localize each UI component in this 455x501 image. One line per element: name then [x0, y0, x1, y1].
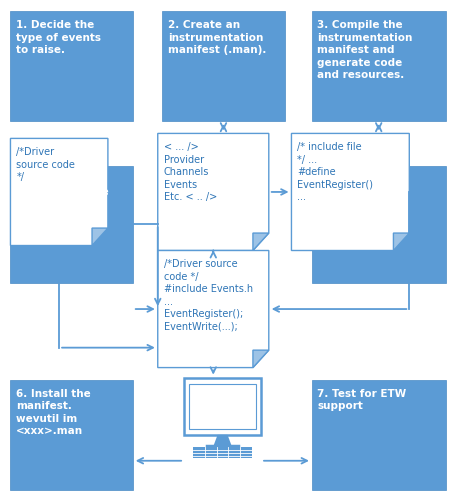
Polygon shape [291, 133, 409, 250]
FancyBboxPatch shape [311, 166, 445, 283]
Polygon shape [157, 133, 268, 250]
Polygon shape [253, 233, 268, 250]
FancyBboxPatch shape [184, 378, 261, 435]
Polygon shape [393, 233, 409, 250]
Polygon shape [213, 435, 231, 446]
Polygon shape [157, 250, 268, 368]
Text: 7. Test for ETW
support: 7. Test for ETW support [317, 389, 406, 411]
FancyBboxPatch shape [162, 12, 284, 121]
Polygon shape [253, 350, 268, 368]
Text: 3. Compile the
instrumentation
manifest and
generate code
and resources.: 3. Compile the instrumentation manifest … [317, 21, 412, 80]
FancyBboxPatch shape [189, 384, 255, 429]
Text: /*Driver source
code */
#include Events.h
...
EventRegister();
EventWrite(...);: /*Driver source code */ #include Events.… [163, 260, 252, 332]
Text: 4. Add the
generated code
to register,
unregister, and
write events.: 4. Add the generated code to register, u… [16, 175, 108, 234]
Text: /* include file
*/ ...
#define
EventRegister()
...: /* include file */ ... #define EventRegi… [297, 142, 373, 202]
FancyBboxPatch shape [311, 12, 445, 121]
Polygon shape [10, 138, 108, 245]
FancyBboxPatch shape [10, 166, 132, 283]
Text: 6. Install the
manifest.
wevutil im
<xxx>.man: 6. Install the manifest. wevutil im <xxx… [16, 389, 91, 436]
FancyBboxPatch shape [192, 447, 252, 458]
Text: 1. Decide the
type of events
to raise.: 1. Decide the type of events to raise. [16, 21, 101, 55]
Text: 5. Build and
install the
driver.: 5. Build and install the driver. [317, 175, 387, 209]
Polygon shape [92, 228, 108, 245]
FancyBboxPatch shape [10, 380, 132, 489]
Text: /*Driver
source code
*/: /*Driver source code */ [16, 147, 75, 182]
FancyBboxPatch shape [311, 380, 445, 489]
Text: 2. Create an
instrumentation
manifest (.man).: 2. Create an instrumentation manifest (.… [167, 21, 266, 55]
FancyBboxPatch shape [10, 12, 132, 121]
Text: < ... />
Provider
Channels
Events
Etc. < .. />: < ... /> Provider Channels Events Etc. <… [163, 142, 217, 202]
